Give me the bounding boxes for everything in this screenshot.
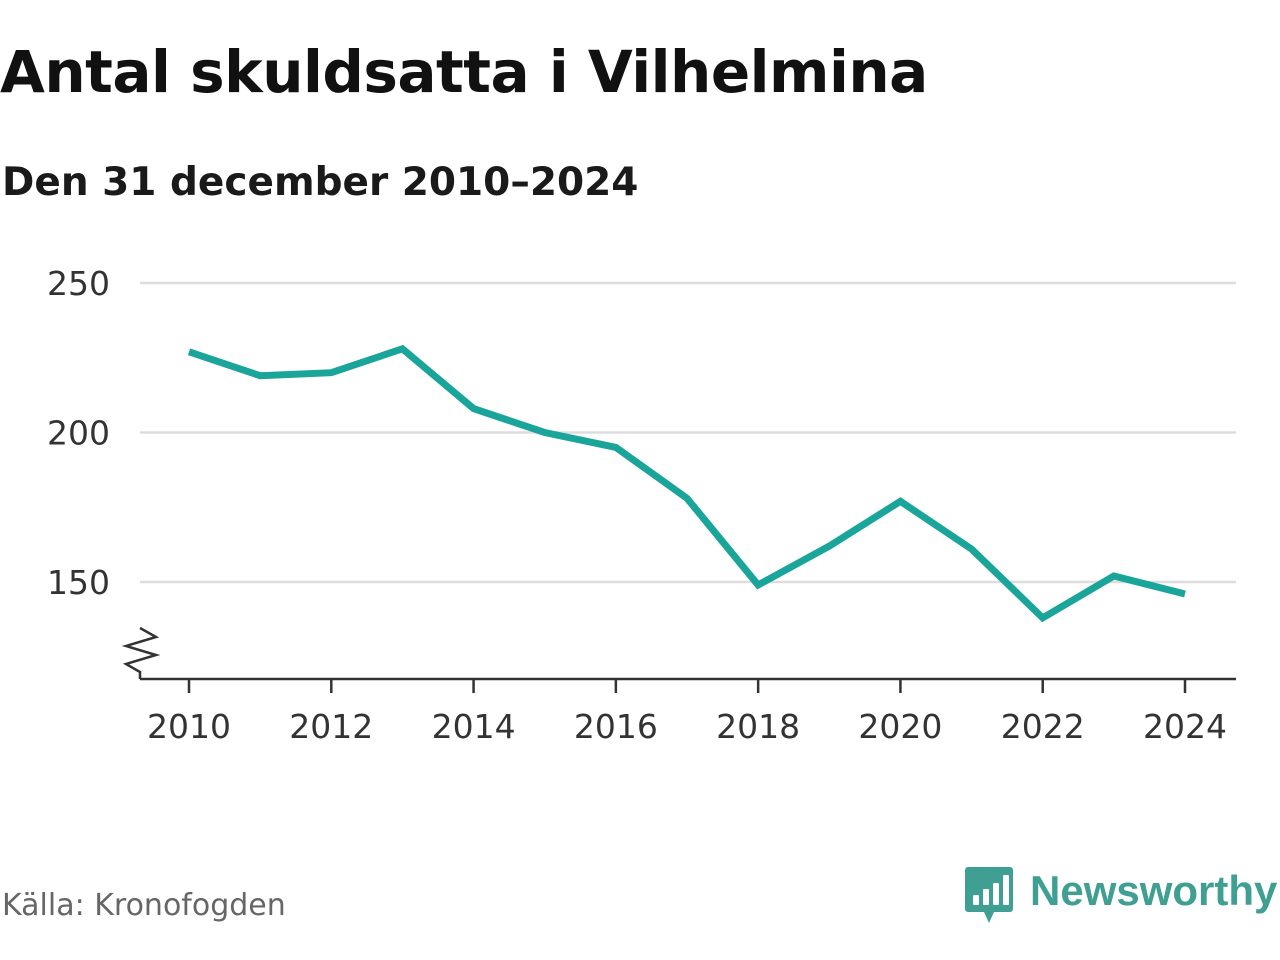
y-tick-label-200: 200: [47, 414, 110, 453]
x-tick-label-2014: 2014: [432, 707, 516, 746]
x-tick-label-2024: 2024: [1143, 707, 1227, 746]
y-tick-label-250: 250: [47, 264, 110, 303]
x-tick-label-2022: 2022: [1001, 707, 1085, 746]
source-note: Källa: Kronofogden: [2, 888, 286, 923]
y-axis-break-icon: [121, 626, 161, 679]
line-chart: 150 200 250 2010 2012 2014 2016 2018 2020 2022 202…: [47, 264, 1236, 746]
x-tick-label-2010: 2010: [147, 707, 231, 746]
series-line-0: [187, 344, 1186, 623]
brand-name: Newsworthy: [1030, 867, 1278, 914]
chart-subtitle: Den 31 december 2010–2024: [2, 160, 639, 205]
chart-title: Antal skuldsatta i Vilhelmina: [0, 38, 928, 106]
x-tick-label-2012: 2012: [289, 707, 373, 746]
brand-logo: Newsworthy: [964, 864, 1277, 928]
bar-chart-speech-bubble-icon: [965, 867, 1013, 923]
y-tick-label-150: 150: [47, 563, 110, 602]
x-tick-label-2020: 2020: [858, 707, 942, 746]
x-tick-label-2016: 2016: [574, 707, 658, 746]
x-tick-label-2018: 2018: [716, 707, 800, 746]
